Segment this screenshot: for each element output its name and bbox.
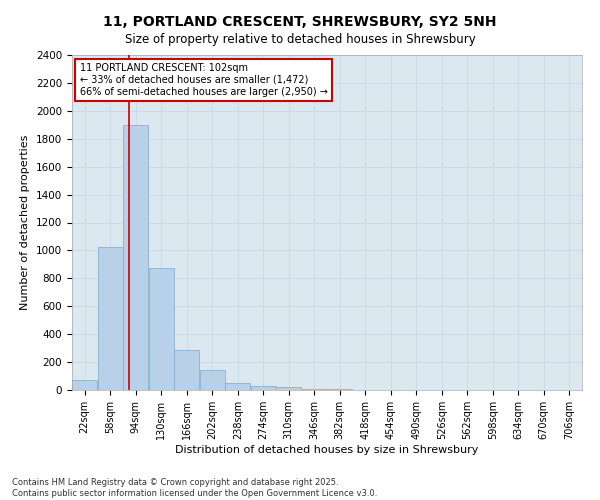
Bar — [302, 388, 327, 390]
Bar — [200, 370, 225, 390]
Text: 11, PORTLAND CRESCENT, SHREWSBURY, SY2 5NH: 11, PORTLAND CRESCENT, SHREWSBURY, SY2 5… — [103, 15, 497, 29]
Bar — [123, 125, 148, 390]
Bar — [251, 386, 276, 390]
Text: 11 PORTLAND CRESCENT: 102sqm
← 33% of detached houses are smaller (1,472)
66% of: 11 PORTLAND CRESCENT: 102sqm ← 33% of de… — [80, 64, 328, 96]
Bar — [276, 387, 301, 390]
Text: Contains HM Land Registry data © Crown copyright and database right 2025.
Contai: Contains HM Land Registry data © Crown c… — [12, 478, 377, 498]
Bar — [174, 350, 199, 390]
Bar — [98, 247, 123, 390]
Bar — [149, 268, 174, 390]
X-axis label: Distribution of detached houses by size in Shrewsbury: Distribution of detached houses by size … — [175, 444, 479, 454]
Bar — [225, 383, 250, 390]
Y-axis label: Number of detached properties: Number of detached properties — [20, 135, 31, 310]
Bar — [72, 380, 97, 390]
Text: Size of property relative to detached houses in Shrewsbury: Size of property relative to detached ho… — [125, 32, 475, 46]
